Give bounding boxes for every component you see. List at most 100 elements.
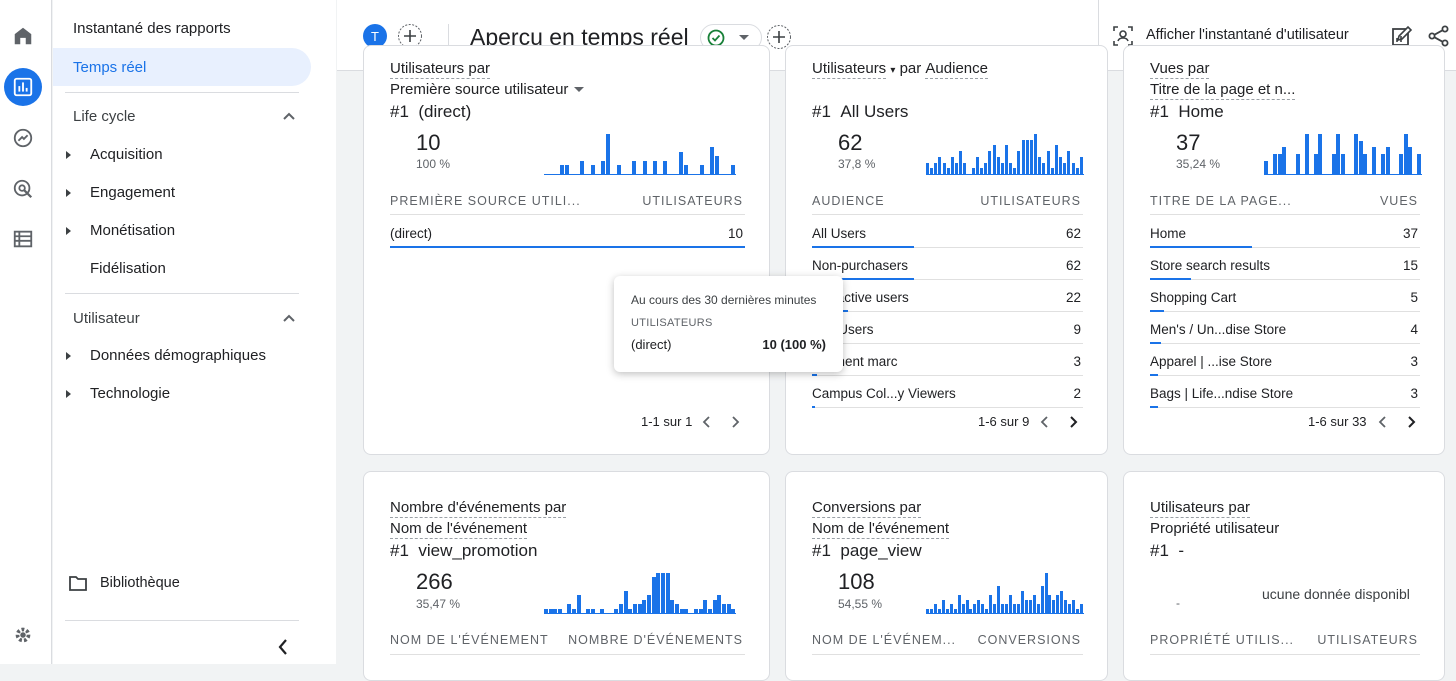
column-header-dimension[interactable]: AUDIENCE (812, 194, 885, 208)
expand-arrow-icon[interactable] (66, 390, 71, 398)
expand-arrow-icon[interactable] (66, 151, 71, 159)
column-header-metric[interactable]: NOMBRE D'ÉVÉNEMENTS (568, 633, 743, 647)
sidebar-divider (65, 620, 299, 621)
chevron-up-icon[interactable] (282, 313, 296, 323)
sparkline-bar (985, 609, 988, 613)
sparkline-bar (663, 161, 667, 174)
dropdown-arrow-icon[interactable] (574, 86, 585, 93)
home-icon[interactable] (8, 21, 38, 51)
configure-icon[interactable] (8, 224, 38, 254)
table-row-label[interactable]: Home (1150, 226, 1187, 241)
sidebar-item-monetisation[interactable]: Monétisation (90, 222, 176, 239)
next-page-icon[interactable] (731, 415, 741, 429)
table-row-value: 9 (1073, 322, 1081, 337)
sparkline-bar (1063, 163, 1066, 174)
column-header-dimension[interactable]: TITRE DE LA PAGE... (1150, 194, 1292, 208)
column-header-metric[interactable]: UTILISATEURS (642, 194, 743, 208)
sparkline-chart (926, 134, 1084, 175)
column-header-dimension[interactable]: PREMIÈRE SOURCE UTILI... (390, 194, 581, 208)
column-header-dimension[interactable]: PROPRIÉTÉ UTILIS... (1150, 633, 1295, 647)
topbar-divider (448, 24, 449, 50)
column-header-metric[interactable]: VUES (1379, 194, 1418, 208)
settings-icon[interactable] (8, 620, 38, 650)
table-row-label[interactable]: (direct) (390, 226, 433, 241)
sparkline-bar (934, 604, 937, 613)
table-row-label[interactable]: Store search results (1150, 258, 1271, 273)
sidebar-item-acquisition[interactable]: Acquisition (90, 146, 163, 163)
sparkline-bar (963, 163, 966, 174)
user-snapshot-button[interactable]: Afficher l'instantané d'utilisateur (1146, 27, 1349, 43)
sparkline-bar (1013, 168, 1016, 174)
prev-page-icon[interactable] (701, 415, 711, 429)
column-header-dimension[interactable]: NOM DE L'ÉVÉNEM... (812, 633, 957, 647)
column-header-metric[interactable]: CONVERSIONS (977, 633, 1081, 647)
sidebar-item-technology[interactable]: Technologie (90, 385, 171, 402)
collapse-chevron-icon[interactable] (277, 638, 289, 656)
next-page-icon[interactable] (1069, 415, 1079, 429)
sidebar-item-fidelisation[interactable]: Fidélisation (90, 260, 166, 277)
next-page-icon[interactable] (1407, 415, 1417, 429)
sidebar-item-engagement[interactable]: Engagement (90, 184, 176, 201)
table-row-label[interactable]: Shopping Cart (1150, 290, 1237, 305)
table-row-label[interactable]: Non-purchasers (812, 258, 909, 273)
card-title-metric[interactable]: Vues par (1150, 60, 1210, 79)
top-item: page_view (840, 541, 922, 560)
prev-page-icon[interactable] (1377, 415, 1387, 429)
sidebar-item-realtime[interactable]: Temps réel (73, 59, 147, 76)
card-title-dimension[interactable]: Nom de l'événement (812, 520, 950, 539)
sparkline-bar (1318, 134, 1322, 174)
sparkline-bar (558, 609, 562, 613)
header-divider (390, 654, 745, 655)
prev-page-icon[interactable] (1039, 415, 1049, 429)
advertising-icon[interactable] (8, 174, 38, 204)
tooltip-value: 10 (100 %) (762, 337, 826, 352)
sparkline-bar (731, 609, 735, 613)
edit-report-icon[interactable] (1391, 25, 1413, 47)
reports-icon[interactable] (4, 68, 42, 106)
card-title-metric[interactable]: Conversions par (812, 499, 922, 518)
sparkline-bar (717, 595, 721, 613)
user-snapshot-icon[interactable] (1113, 26, 1133, 46)
column-header-dimension[interactable]: NOM DE L'ÉVÉNEMENT (390, 633, 549, 647)
card-title-dimension[interactable]: Propriété utilisateur (1150, 520, 1280, 537)
sparkline-bar (1264, 161, 1268, 174)
sidebar-section-lifecycle[interactable]: Life cycle (73, 108, 136, 125)
card-title-metric[interactable]: Utilisateurs (812, 60, 887, 79)
card-title-metric[interactable]: Nombre d'événements par (390, 499, 567, 518)
expand-arrow-icon[interactable] (66, 352, 71, 360)
chevron-up-icon[interactable] (282, 111, 296, 121)
table-row-label[interactable]: Apparel | ...ise Store (1150, 354, 1273, 369)
column-header-metric[interactable]: UTILISATEURS (1317, 633, 1418, 647)
metric-dash: - (1176, 596, 1180, 610)
sparkline-bar (984, 163, 987, 174)
sidebar-item-demographics[interactable]: Données démographiques (90, 347, 266, 364)
sparkline-bar (976, 157, 979, 174)
expand-arrow-icon[interactable] (66, 189, 71, 197)
table-row-label[interactable]: Men's / Un...dise Store (1150, 322, 1287, 337)
sparkline-bar (1354, 134, 1358, 174)
card-title-dimension[interactable]: Première source utilisateur (390, 81, 569, 98)
share-icon[interactable] (1428, 25, 1450, 47)
sidebar-item-snapshot[interactable]: Instantané des rapports (73, 20, 231, 37)
avatar[interactable]: T (363, 24, 387, 48)
table-row-label[interactable]: Campus Col...y Viewers (812, 386, 956, 401)
table-row-label[interactable]: All Users (812, 226, 867, 241)
sparkline-bar (715, 156, 719, 174)
sidebar-section-user[interactable]: Utilisateur (73, 310, 140, 327)
metric-value: 108 (838, 569, 875, 594)
column-header-metric[interactable]: UTILISATEURS (980, 194, 1081, 208)
sparkline-baseline (1264, 174, 1422, 175)
sidebar-item-library[interactable]: Bibliothèque (100, 575, 180, 591)
explore-icon[interactable] (8, 123, 38, 153)
expand-arrow-icon[interactable] (66, 227, 71, 235)
card-title-metric[interactable]: Utilisateurs par (1150, 499, 1251, 518)
card-title-metric[interactable]: Utilisateurs par (390, 60, 491, 79)
sparkline-bar (708, 609, 712, 613)
table-row-label[interactable]: Bags | Life...ndise Store (1150, 386, 1294, 401)
card-title-dimension[interactable]: Nom de l'événement (390, 520, 528, 539)
card-title-dimension[interactable]: Audience (925, 60, 988, 79)
sparkline-bar (981, 604, 984, 613)
metric-percent: 37,8 % (838, 157, 876, 171)
add-icon[interactable] (766, 24, 792, 50)
card-title-dimension[interactable]: Titre de la page et n... (1150, 81, 1296, 100)
